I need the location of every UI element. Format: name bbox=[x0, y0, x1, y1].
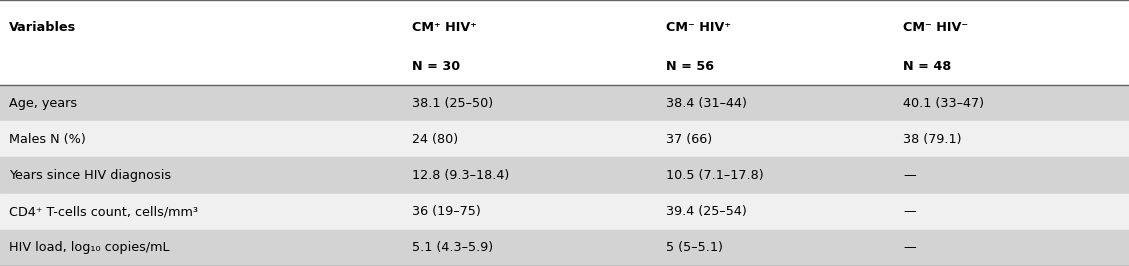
Text: CD4⁺ T-cells count, cells/mm³: CD4⁺ T-cells count, cells/mm³ bbox=[9, 205, 198, 218]
Text: Males N (%): Males N (%) bbox=[9, 133, 86, 146]
Text: 38.4 (31–44): 38.4 (31–44) bbox=[666, 97, 747, 110]
Text: 5 (5–5.1): 5 (5–5.1) bbox=[666, 242, 723, 254]
Text: 40.1 (33–47): 40.1 (33–47) bbox=[903, 97, 984, 110]
Text: 5.1 (4.3–5.9): 5.1 (4.3–5.9) bbox=[412, 242, 493, 254]
Bar bbox=[0, 194, 1129, 230]
Text: N = 56: N = 56 bbox=[666, 60, 715, 73]
Text: 10.5 (7.1–17.8): 10.5 (7.1–17.8) bbox=[666, 169, 763, 182]
Bar bbox=[0, 0, 1129, 85]
Text: Variables: Variables bbox=[9, 21, 76, 34]
Text: 38.1 (25–50): 38.1 (25–50) bbox=[412, 97, 493, 110]
Text: N = 48: N = 48 bbox=[903, 60, 952, 73]
Text: 24 (80): 24 (80) bbox=[412, 133, 458, 146]
Text: HIV load, log₁₀ copies/mL: HIV load, log₁₀ copies/mL bbox=[9, 242, 169, 254]
Text: 36 (19–75): 36 (19–75) bbox=[412, 205, 481, 218]
Text: CM⁺ HIV⁺: CM⁺ HIV⁺ bbox=[412, 21, 476, 34]
Text: 39.4 (25–54): 39.4 (25–54) bbox=[666, 205, 747, 218]
Text: —: — bbox=[903, 242, 916, 254]
Text: N = 30: N = 30 bbox=[412, 60, 461, 73]
Text: 38 (79.1): 38 (79.1) bbox=[903, 133, 962, 146]
Text: CM⁻ HIV⁺: CM⁻ HIV⁺ bbox=[666, 21, 732, 34]
Text: —: — bbox=[903, 205, 916, 218]
Text: Years since HIV diagnosis: Years since HIV diagnosis bbox=[9, 169, 172, 182]
Text: —: — bbox=[903, 169, 916, 182]
Bar bbox=[0, 230, 1129, 266]
Bar bbox=[0, 157, 1129, 194]
Bar bbox=[0, 121, 1129, 157]
Text: 12.8 (9.3–18.4): 12.8 (9.3–18.4) bbox=[412, 169, 509, 182]
Text: Age, years: Age, years bbox=[9, 97, 77, 110]
Text: 37 (66): 37 (66) bbox=[666, 133, 712, 146]
Text: CM⁻ HIV⁻: CM⁻ HIV⁻ bbox=[903, 21, 969, 34]
Bar bbox=[0, 85, 1129, 121]
